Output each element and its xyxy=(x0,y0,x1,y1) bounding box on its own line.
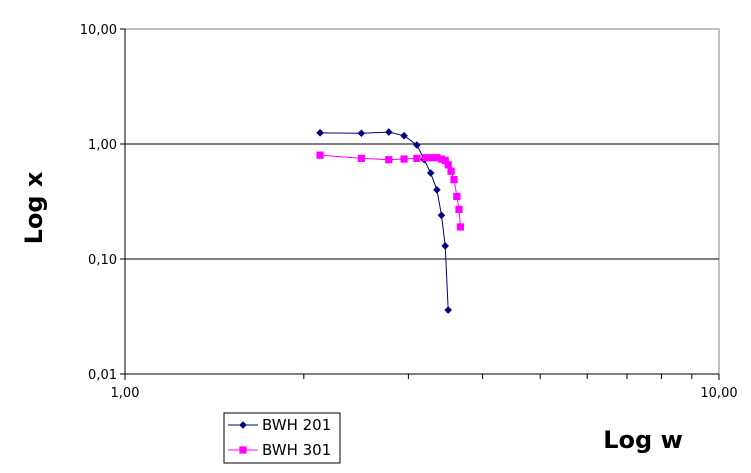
y-tick-label: 0,10 xyxy=(88,253,117,268)
legend-label: BWH 301 xyxy=(262,441,331,459)
data-point xyxy=(400,131,408,140)
data-point xyxy=(437,155,446,163)
data-point xyxy=(444,306,452,314)
data-point xyxy=(239,421,247,429)
data-point xyxy=(447,167,455,175)
data-point xyxy=(437,211,446,220)
data-point xyxy=(422,154,430,162)
data-point xyxy=(441,156,449,165)
data-point xyxy=(316,151,324,159)
series xyxy=(316,151,465,231)
data-point xyxy=(385,156,393,164)
data-point xyxy=(450,176,458,184)
data-point xyxy=(413,154,421,162)
plot-area xyxy=(124,28,720,375)
data-point xyxy=(239,446,247,454)
data-point xyxy=(316,129,324,137)
data-point xyxy=(426,169,435,177)
data-point xyxy=(444,161,452,169)
x-tick-label: 1,00 xyxy=(111,386,140,401)
data-point xyxy=(441,242,450,250)
data-point xyxy=(400,155,408,163)
y-tick-label: 1,00 xyxy=(88,138,117,153)
x-axis-title: Log w xyxy=(603,426,683,454)
data-point xyxy=(413,141,421,149)
data-point xyxy=(433,185,441,194)
data-point xyxy=(433,154,441,162)
legend xyxy=(223,412,341,464)
y-tick-label: 0,01 xyxy=(88,368,117,383)
x-tick-label: 10,00 xyxy=(700,386,737,401)
data-point xyxy=(384,128,393,136)
data-point xyxy=(453,192,461,201)
data-point xyxy=(427,154,435,162)
y-tick-label: 10,00 xyxy=(80,23,117,38)
legend-label: BWH 201 xyxy=(262,416,331,434)
data-point xyxy=(357,129,366,138)
y-axis-title: Log x xyxy=(20,171,48,244)
data-point xyxy=(456,223,465,231)
data-point xyxy=(455,205,463,213)
data-point xyxy=(357,154,365,162)
